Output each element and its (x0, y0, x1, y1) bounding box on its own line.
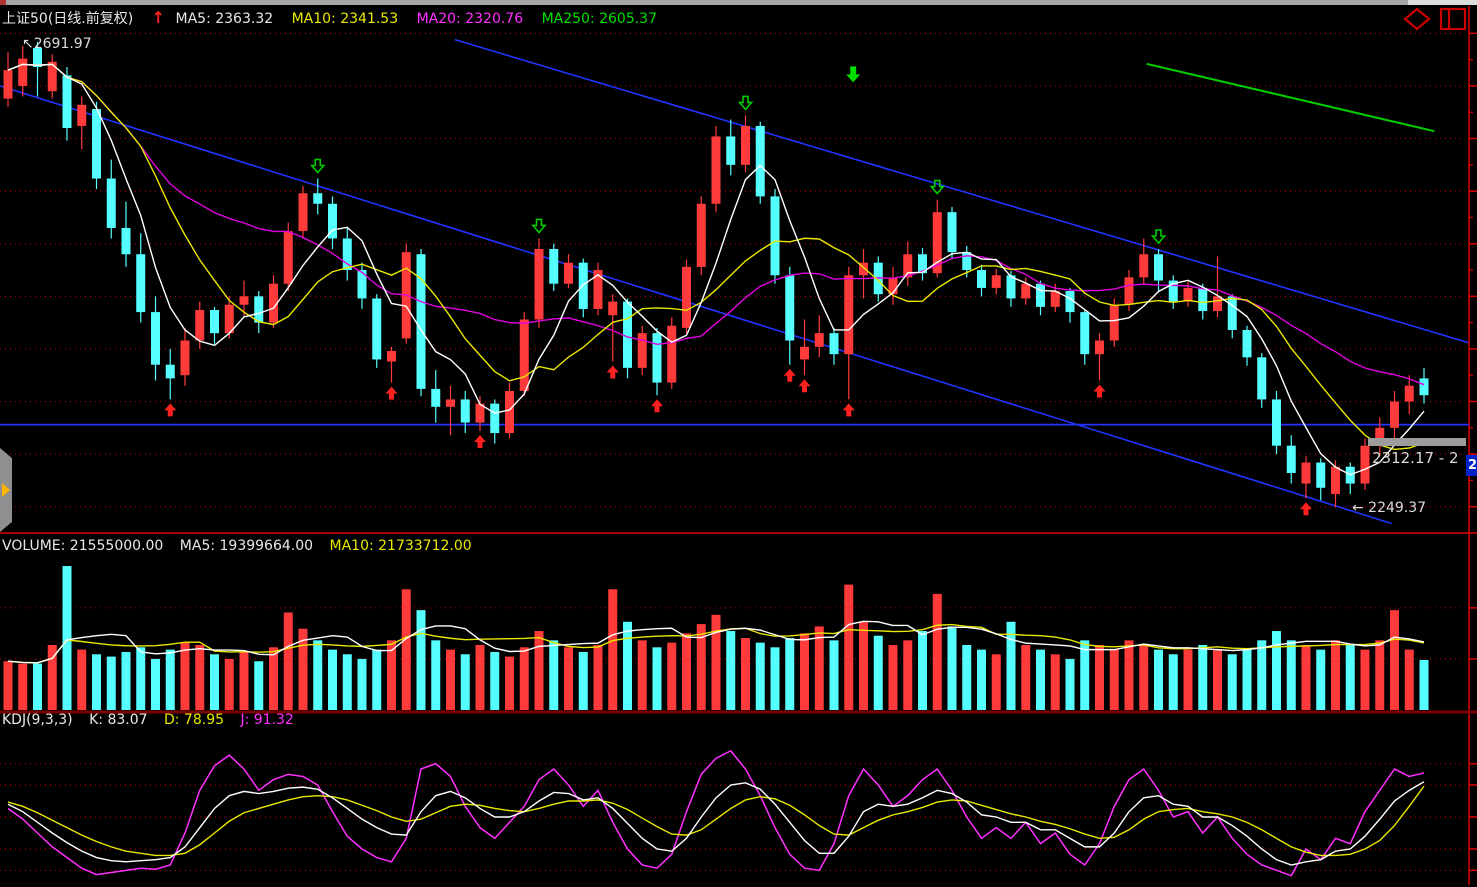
signal-arrows (164, 66, 1312, 516)
buy-arrow-icon (606, 365, 619, 379)
sidebar-collapse-handle[interactable] (0, 448, 12, 532)
top-toolbar-edge (0, 0, 1477, 5)
split-pane-icon[interactable] (1438, 6, 1468, 36)
main-chart-header: 上证50(日线.前复权) ↑ MA5: 2363.32 MA10: 2341.5… (2, 8, 671, 28)
buy-arrow-icon (164, 403, 177, 417)
symbol-title: 上证50(日线.前复权) (2, 11, 134, 27)
measure-bar (1368, 438, 1466, 446)
volume-pane-header: VOLUME: 21555000.00 MA5: 19399664.00 MA1… (2, 538, 484, 554)
volume-ma10-value: MA10: 21733712.00 (329, 538, 472, 554)
up-arrow-icon: ↑ (151, 8, 166, 27)
buy-arrow-icon (842, 403, 855, 417)
expand-arrow-icon (2, 483, 10, 497)
sell-arrow-icon (310, 158, 326, 174)
top-toolbar-fleck (0, 0, 6, 5)
sell-arrow-icon (1150, 229, 1167, 245)
ma10-value: MA10: 2341.53 (291, 11, 399, 27)
range-price-label: 2312.17 - 2 (1372, 449, 1459, 467)
kdj-d-value: D: 78.95 (163, 712, 225, 728)
volume-ma-lines (7, 620, 1425, 664)
sell-marker-icon (846, 66, 861, 83)
diamond-tool-icon[interactable] (1402, 6, 1432, 36)
volume-ma5-value: MA5: 19399664.00 (179, 538, 314, 554)
ma20-value: MA20: 2320.76 (416, 11, 524, 27)
buy-arrow-icon (783, 368, 796, 382)
kdj-j-value: J: 91.32 (240, 712, 294, 728)
candlesticks (3, 41, 1429, 508)
sell-arrow-icon (531, 218, 547, 234)
buy-arrow-icon (651, 399, 663, 413)
price-axis (1468, 6, 1477, 885)
sell-arrow-icon (929, 179, 945, 195)
buy-arrow-icon (1093, 384, 1106, 398)
top-toolbar-edge-light (1408, 0, 1477, 5)
kdj-name: KDJ(9,3,3) (2, 712, 73, 728)
price-gridlines (0, 32, 1465, 508)
buy-arrow-icon (474, 434, 486, 448)
kdj-gridlines (0, 762, 1477, 872)
sell-arrow-icon (737, 95, 754, 111)
buy-arrow-icon (1300, 502, 1312, 516)
trendlines (0, 38, 1469, 525)
buy-arrow-icon (385, 386, 398, 400)
volume-bars (3, 566, 1429, 710)
high-price-label: ↖2691.97 (22, 36, 92, 52)
ma-lines (7, 63, 1425, 476)
volume-value: VOLUME: 21555000.00 (2, 538, 164, 554)
ma250-value: MA250: 2605.37 (541, 11, 658, 27)
kdj-pane-header: KDJ(9,3,3) K: 83.07 D: 78.95 J: 91.32 (2, 712, 306, 728)
axis-price-badge: 2 (1466, 455, 1477, 476)
kdj-lines (7, 749, 1425, 877)
kdj-k-value: K: 83.07 (89, 712, 148, 728)
low-price-label: ← 2249.37 (1352, 500, 1427, 516)
ma5-value: MA5: 2363.32 (175, 11, 274, 27)
buy-arrow-icon (798, 379, 811, 393)
